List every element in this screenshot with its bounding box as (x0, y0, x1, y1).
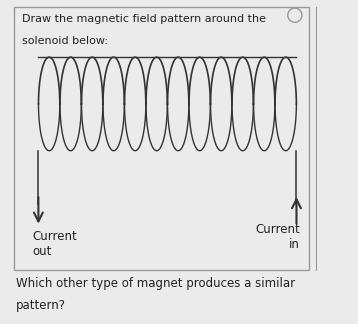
Text: Current
out: Current out (32, 230, 77, 258)
Text: solenoid below:: solenoid below: (22, 36, 108, 46)
Text: Which other type of magnet produces a similar: Which other type of magnet produces a si… (16, 276, 295, 290)
Text: Draw the magnetic field pattern around the: Draw the magnetic field pattern around t… (22, 14, 266, 24)
Text: Current
in: Current in (255, 223, 300, 251)
Text: pattern?: pattern? (16, 299, 66, 312)
